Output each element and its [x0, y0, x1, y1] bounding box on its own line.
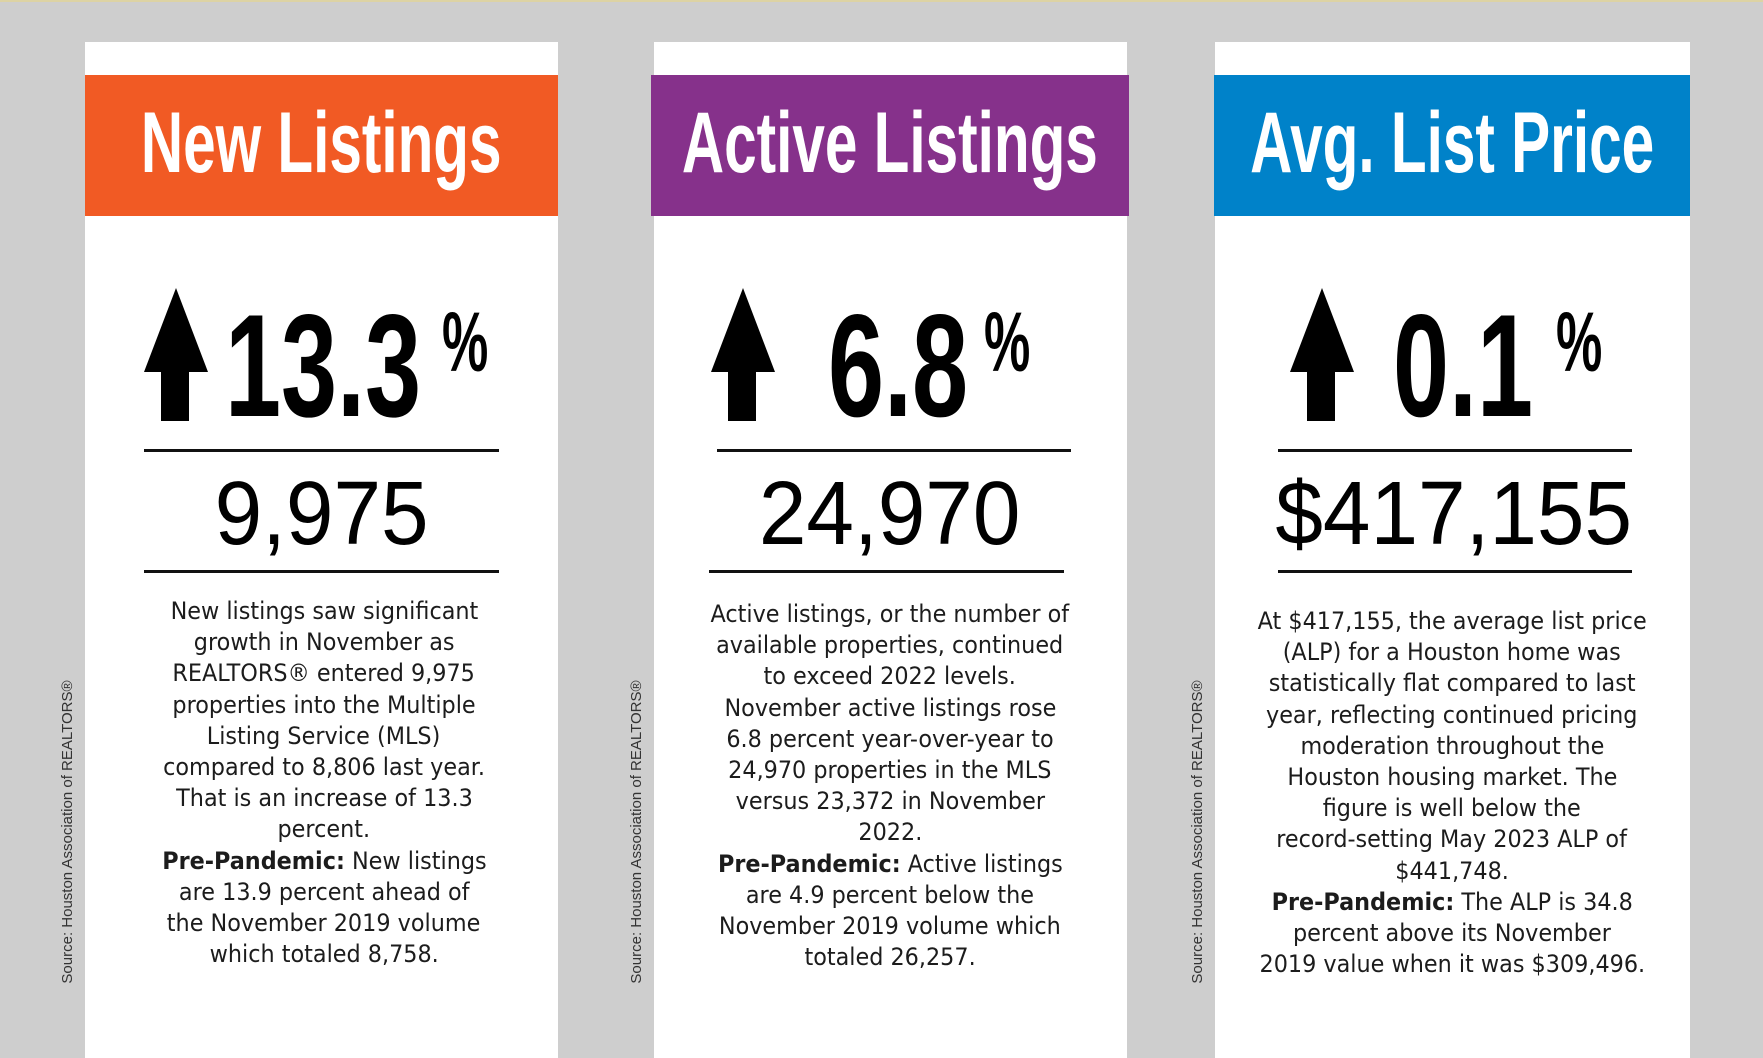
percent-sign: % — [442, 295, 489, 389]
divider-top — [717, 449, 1071, 452]
stat-value: 9,975 — [215, 464, 429, 564]
card-description: At $417,155, the average list price (ALP… — [1257, 607, 1647, 979]
percent-change: 0.1 — [1393, 284, 1534, 447]
source-note: Source: Houston Association of REALTORS® — [1189, 680, 1206, 984]
card-title: New Listings — [141, 94, 502, 191]
header-band-active-listings: Active Listings — [651, 75, 1129, 216]
card-title: Active Listings — [682, 94, 1098, 191]
percent-sign: % — [984, 295, 1031, 389]
arrow-up-icon — [144, 288, 208, 421]
top-border-line — [0, 0, 1763, 2]
divider-top — [1278, 449, 1632, 452]
percent-sign: % — [1556, 295, 1603, 389]
arrow-up-icon — [1290, 288, 1354, 421]
percent-change: 13.3 — [225, 284, 422, 447]
stat-value: 24,970 — [759, 464, 1021, 564]
divider-bottom — [1278, 570, 1632, 573]
prepandemic-label: Pre-Pandemic: — [717, 849, 901, 878]
header-band-avg-list-price: Avg. List Price — [1214, 75, 1690, 216]
source-note: Source: Houston Association of REALTORS® — [628, 680, 645, 984]
prepandemic-label: Pre-Pandemic: — [1271, 887, 1455, 916]
card-description: Active listings, or the number of availa… — [710, 600, 1070, 972]
divider-bottom — [709, 570, 1064, 573]
arrow-up-icon — [711, 288, 775, 421]
header-band-new-listings: New Listings — [85, 75, 558, 216]
source-note: Source: Houston Association of REALTORS® — [59, 680, 76, 984]
percent-change: 6.8 — [828, 284, 969, 447]
stat-value: $417,155 — [1275, 464, 1633, 564]
divider-top — [144, 449, 499, 452]
prepandemic-label: Pre-Pandemic: — [161, 846, 345, 875]
card-description: New listings saw significant growth in N… — [161, 597, 487, 969]
card-title: Avg. List Price — [1249, 94, 1655, 191]
divider-bottom — [144, 570, 499, 573]
